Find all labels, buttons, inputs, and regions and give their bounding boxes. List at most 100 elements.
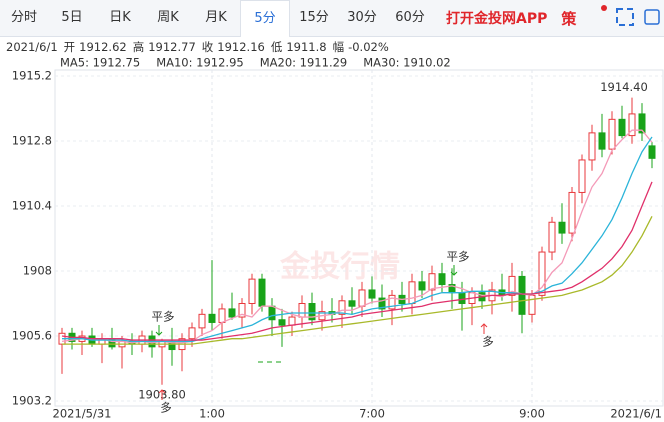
ma-line: [62, 215, 653, 345]
legend-entry: MA30: 1910.02: [363, 56, 451, 70]
signal-arrowhead: [450, 271, 458, 276]
x-tick-label: 2021/6/1: [610, 407, 662, 421]
candle-body: [558, 221, 566, 234]
high-label: 1914.40: [600, 80, 648, 94]
candle-body: [428, 273, 436, 291]
tab[interactable]: 分时: [10, 10, 37, 25]
candle-body: [508, 275, 516, 296]
info-item: 1912.16: [217, 40, 265, 54]
candle-body: [378, 297, 386, 310]
info-item: 1912.77: [148, 40, 196, 54]
y-tick-label: 1905.6: [12, 329, 52, 343]
candle-body: [218, 308, 226, 323]
fullscreen-icon[interactable]: [616, 8, 634, 26]
candle-body: [538, 251, 546, 296]
candle-body: [228, 308, 236, 318]
info-item: 开: [64, 40, 76, 54]
candle-body: [618, 118, 626, 137]
info-item: 2021/6/1: [6, 40, 58, 54]
badge: [601, 5, 607, 11]
candle-body: [628, 113, 636, 137]
tab[interactable]: 60分: [395, 10, 425, 25]
y-tick-label: 1910.4: [12, 199, 52, 213]
candle-body: [548, 221, 556, 253]
y-tick-label: 1915.2: [12, 69, 52, 83]
chart: 2021/6/1 开 1912.62 高 1912.77 收 1912.16 低 1911.8 幅…: [6, 40, 664, 421]
legend-entry: MA10: 1912.95: [156, 56, 244, 70]
candle-body: [438, 273, 446, 286]
info-item: 收: [202, 40, 214, 54]
candle-body: [418, 281, 426, 291]
signal-label: 多: [482, 335, 494, 349]
tab[interactable]: 月K: [205, 10, 227, 25]
candle-body: [588, 132, 596, 161]
candle-body: [208, 313, 216, 323]
candle-body: [238, 303, 246, 318]
candle-body: [278, 319, 286, 326]
signal-arrowhead: [158, 389, 166, 394]
signal-label: 平多: [447, 250, 470, 264]
x-tick-label: 1:00: [199, 407, 225, 421]
y-tick-label: 1912.8: [12, 134, 52, 148]
candle-body: [258, 278, 266, 307]
info-item: 1911.8: [286, 40, 326, 54]
candle-body: [518, 275, 526, 315]
signal-label: 平多: [152, 310, 175, 324]
info-item: 幅: [333, 40, 345, 54]
candle-body: [608, 118, 616, 150]
candle-body: [358, 289, 366, 307]
tab[interactable]: 周K: [157, 10, 179, 25]
legend-entry: MA20: 1911.29: [260, 56, 348, 70]
info-item: -0.02%: [348, 40, 389, 54]
x-tick-label: 9:00: [519, 407, 545, 421]
candle-body: [308, 303, 316, 321]
setting-icon[interactable]: [644, 9, 660, 25]
watermark: 金投行情: [279, 250, 400, 285]
tab[interactable]: 30分: [347, 10, 377, 25]
candle-body: [648, 145, 656, 159]
candle-body: [388, 294, 396, 310]
candle-body: [368, 289, 376, 299]
candle-body: [528, 294, 536, 315]
candle-body: [248, 278, 256, 304]
candle-body: [188, 327, 196, 340]
tab[interactable]: 5分: [240, 0, 290, 37]
x-tick-label: 7:00: [359, 407, 385, 421]
tab-bar: 分时 5日 日K 周K 月K 5分 15分 30分 60分 打开金投网APP 策: [0, 0, 664, 37]
signal-arrowhead: [155, 331, 163, 336]
plot-frame: [54, 69, 664, 407]
icons: [601, 5, 660, 26]
x-tick-label: 2021/5/31: [53, 407, 112, 421]
ma-line: [61, 129, 653, 344]
candle-body: [578, 159, 586, 193]
signal-label: 多: [160, 401, 172, 415]
y-tick-label: 1908: [23, 264, 52, 278]
candle-body: [568, 191, 576, 234]
candle-body: [198, 313, 206, 329]
candle-body: [408, 281, 416, 305]
tab[interactable]: 5日: [61, 10, 83, 25]
candle-body: [288, 316, 296, 326]
info-item: 低: [271, 40, 283, 54]
ma-line: [61, 181, 653, 341]
app-link[interactable]: 打开金投网APP: [446, 11, 548, 27]
candle-body: [598, 132, 606, 150]
signal-arrowhead: [480, 323, 488, 328]
candle-body: [638, 113, 646, 134]
candle-body: [338, 300, 346, 315]
strategy-button[interactable]: 策: [561, 9, 577, 28]
info-text: 2021/6/1 开 1912.62 高 1912.77 收 1912.16 低 1911.8 幅…: [6, 40, 389, 54]
candle-body: [458, 292, 466, 304]
candle-body: [348, 300, 356, 307]
legend-entry: MA5: 1912.75: [60, 56, 140, 70]
candle-body: [268, 305, 276, 321]
candle-body: [298, 303, 306, 318]
tab[interactable]: 15分: [299, 10, 329, 25]
ma-line: [62, 136, 653, 343]
tab[interactable]: 日K: [109, 10, 131, 25]
info-item: 高: [133, 40, 145, 54]
y-tick-label: 1903.2: [12, 394, 52, 408]
info-line: 2021/6/1 开 1912.62 高 1912.77 收 1912.16 低 1911.8 幅…: [6, 40, 389, 54]
info-item: 1912.62: [79, 40, 127, 54]
